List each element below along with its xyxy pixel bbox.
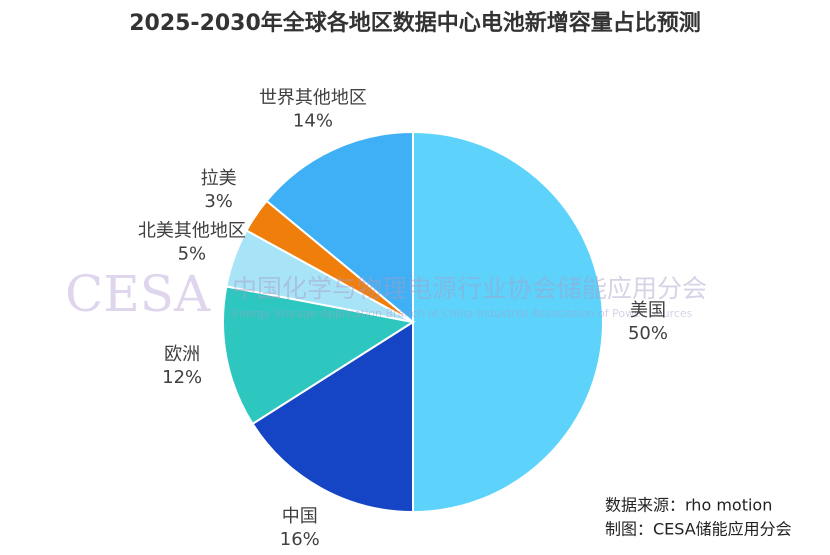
value-label: 16% bbox=[280, 529, 320, 550]
value-label: 12% bbox=[162, 367, 202, 388]
source: 数据来源：rho motion bbox=[605, 496, 772, 515]
slice-label: 美国 bbox=[630, 300, 666, 321]
watermark-english: Energy Storage Application Branch of Chi… bbox=[232, 307, 693, 320]
pie-slice bbox=[222, 285, 416, 426]
value-label: 14% bbox=[293, 110, 333, 131]
watermark-name: 中国化学与物理电源行业协会储能应用分会 bbox=[232, 274, 707, 303]
slice-label: 世界其他地区 bbox=[259, 87, 367, 108]
watermark: CESA 中国化学与物理电源行业协会储能应用分会 Energy Storage … bbox=[65, 265, 707, 323]
watermark-logo: CESA bbox=[65, 265, 211, 323]
slice-label: 中国 bbox=[282, 506, 318, 527]
credit: 制图：CESA储能应用分会 bbox=[605, 520, 792, 539]
value-label: 3% bbox=[204, 191, 233, 212]
slice-label: 北美其他地区 bbox=[138, 220, 246, 241]
slice-label: 拉美 bbox=[201, 168, 237, 189]
pie-slice bbox=[251, 320, 414, 514]
value-label: 50% bbox=[628, 323, 668, 344]
pie-slice bbox=[265, 130, 414, 325]
pie bbox=[222, 130, 604, 514]
slice-label: 欧洲 bbox=[164, 344, 200, 365]
pie-slice bbox=[412, 130, 604, 514]
value-label: 5% bbox=[178, 243, 207, 264]
chart-title: 2025-2030年全球各地区数据中心电池新增容量占比预测 bbox=[129, 10, 701, 36]
